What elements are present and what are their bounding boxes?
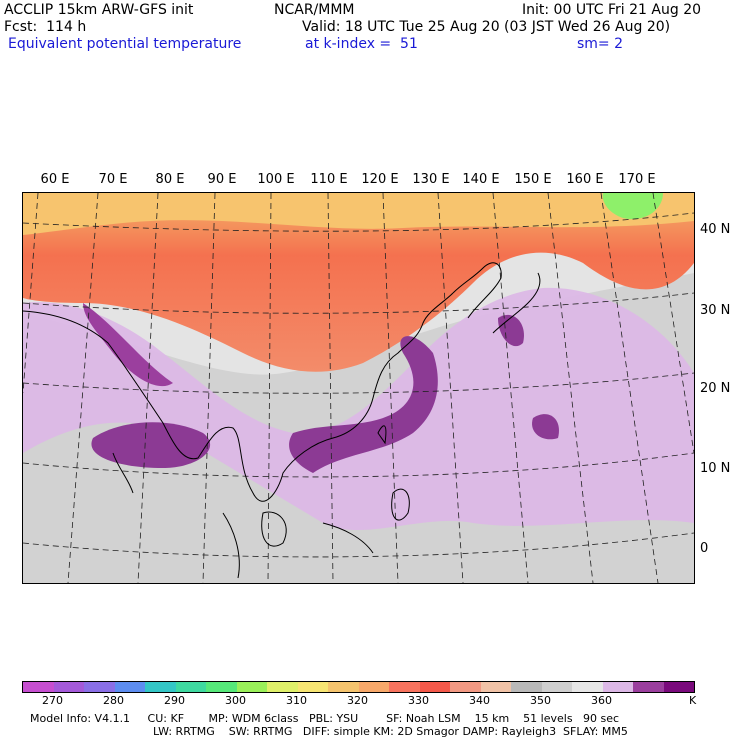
purple-core-east <box>532 414 559 440</box>
colorbar-segment <box>389 682 420 692</box>
longitude-label: 70 E <box>98 172 128 187</box>
colorbar-segment <box>236 682 267 692</box>
longitude-label: 100 E <box>257 172 295 187</box>
purple-core-india <box>83 303 173 387</box>
longitude-label: 90 E <box>207 172 237 187</box>
colorbar-tick-label: 270 <box>42 694 63 707</box>
colorbar-segment <box>84 682 115 692</box>
colorbar-tick-label: 360 <box>591 694 612 707</box>
longitude-label: 150 E <box>514 172 552 187</box>
colorbar-segment <box>297 682 328 692</box>
smoothing: sm= 2 <box>577 36 624 52</box>
colorbar-segment <box>480 682 511 692</box>
colorbar-segment <box>419 682 450 692</box>
colorbar-segment <box>450 682 481 692</box>
yellow-band <box>23 193 694 235</box>
colorbar-segment <box>663 682 694 692</box>
colorbar-tick-label: 280 <box>103 694 124 707</box>
model-title: ACCLIP 15km ARW-GFS init <box>4 2 194 18</box>
colorbar-segment <box>633 682 664 692</box>
latitude-label: 40 N <box>700 222 731 237</box>
warm-band <box>23 193 694 372</box>
colorbar-segment <box>23 682 54 692</box>
colorbar-tick-label: 330 <box>408 694 429 707</box>
physics-info: LW: RRTMG SW: RRTMG DIFF: simple KM: 2D … <box>153 725 628 738</box>
colorbar-segment <box>175 682 206 692</box>
colorbar-segment <box>114 682 145 692</box>
colorbar-segment <box>602 682 633 692</box>
longitude-label: 130 E <box>412 172 450 187</box>
colorbar-segment <box>145 682 176 692</box>
longitude-label: 110 E <box>310 172 348 187</box>
purple-core-south-china-sea <box>289 336 438 473</box>
latitude-label: 20 N <box>700 381 731 396</box>
colorbar-tick-label: 340 <box>469 694 490 707</box>
colorbar-segment <box>267 682 298 692</box>
latitude-label: 10 N <box>700 461 731 476</box>
longitude-label: 80 E <box>155 172 185 187</box>
longitude-label: 160 E <box>566 172 604 187</box>
colorbar-unit: K <box>689 694 697 707</box>
map-canvas <box>23 193 694 583</box>
colorbar-tick-label: 320 <box>347 694 368 707</box>
colorbar-segment <box>358 682 389 692</box>
valid-time: Valid: 18 UTC Tue 25 Aug 20 (03 JST Wed … <box>302 19 671 35</box>
colorbar-tick-label: 290 <box>164 694 185 707</box>
purple-core-bay-of-bengal <box>91 422 211 468</box>
init-time: Init: 00 UTC Fri 21 Aug 20 <box>522 2 702 18</box>
forecast-hour: Fcst: 114 h <box>4 19 87 35</box>
colorbar-tick-label: 350 <box>530 694 551 707</box>
longitude-label: 140 E <box>462 172 500 187</box>
model-info: Model Info: V4.1.1 CU: KF MP: WDM 6class… <box>30 712 620 725</box>
theta-e-map <box>22 192 695 584</box>
colorbar-segment <box>206 682 237 692</box>
colorbar-segment <box>572 682 603 692</box>
colorbar-segment <box>541 682 572 692</box>
longitude-label: 170 E <box>618 172 656 187</box>
latitude-label: 0 <box>700 541 709 556</box>
level-index: at k-index = 51 <box>305 36 418 52</box>
field-name: Equivalent potential temperature <box>8 36 242 52</box>
colorbar-tick-label: 300 <box>225 694 246 707</box>
graticule <box>23 193 694 583</box>
colorbar <box>22 681 695 693</box>
coastlines <box>23 262 541 579</box>
colorbar-tick-label: 310 <box>286 694 307 707</box>
longitude-label: 120 E <box>361 172 399 187</box>
institution-label: NCAR/MMM <box>274 2 355 18</box>
colorbar-segment <box>511 682 542 692</box>
colorbar-segment <box>53 682 84 692</box>
colorbar-segment <box>328 682 359 692</box>
latitude-label: 30 N <box>700 303 731 318</box>
green-patch <box>602 193 663 220</box>
longitude-label: 60 E <box>40 172 70 187</box>
